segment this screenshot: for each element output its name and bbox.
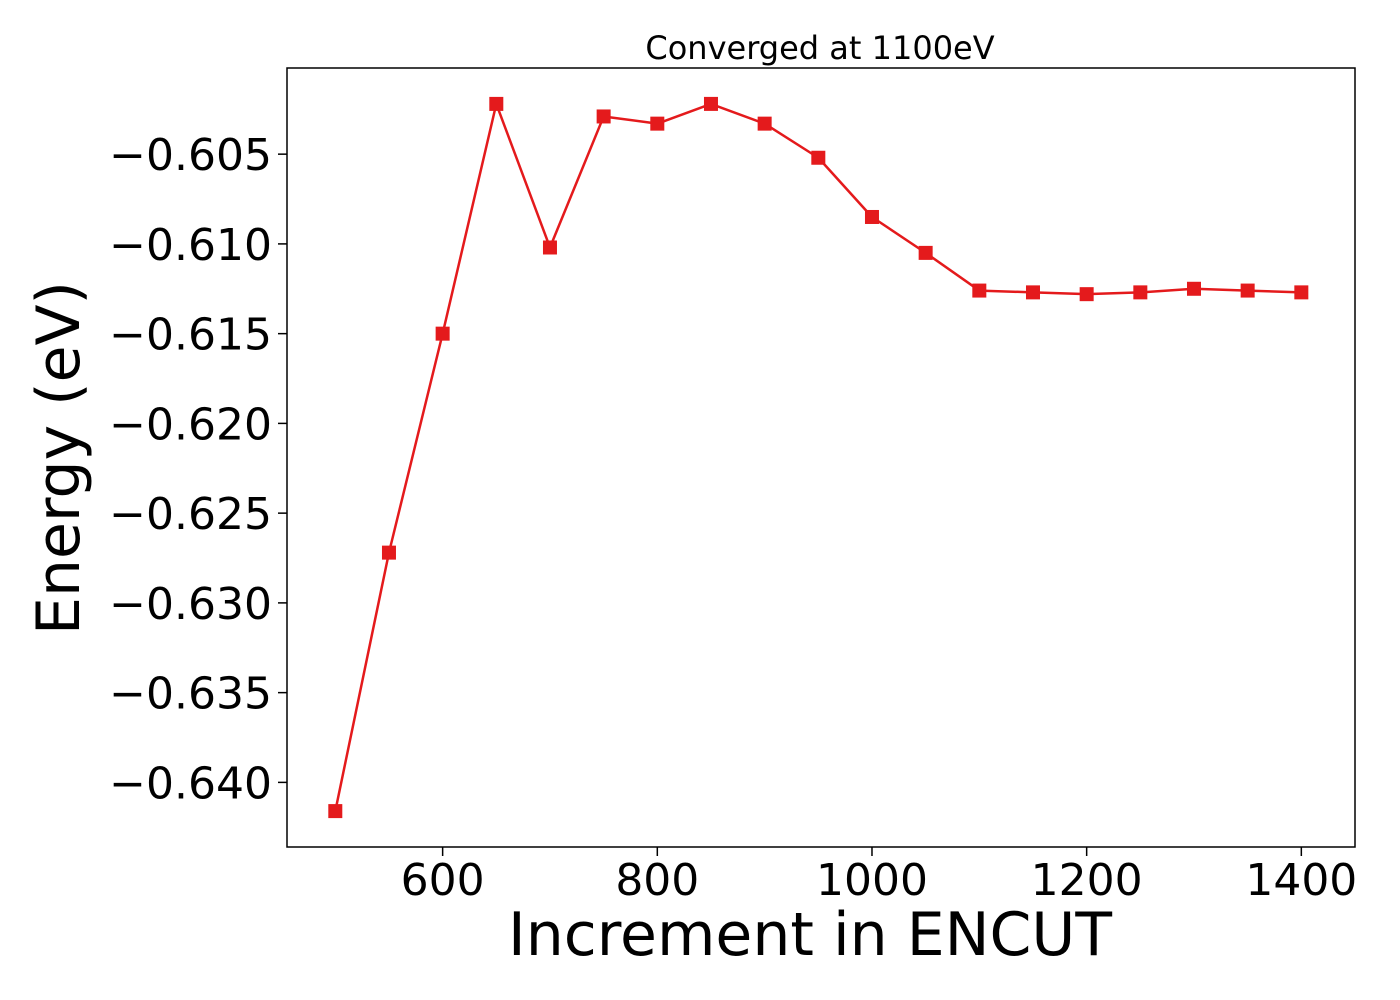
data-point-marker [1079, 287, 1094, 302]
y-tick-label: −0.640 [109, 758, 272, 809]
x-tick-label: 1000 [816, 855, 928, 906]
y-tick-label: −0.620 [109, 399, 272, 450]
data-point-marker [1186, 281, 1201, 296]
data-point-marker [435, 326, 450, 341]
data-point-marker [650, 116, 665, 131]
data-point-marker [1294, 285, 1309, 300]
y-axis-ticks: −0.640 −0.635 −0.630 −0.625 −0.620 −0.615 −0.6… [109, 130, 287, 809]
x-tick-label: 1400 [1245, 855, 1357, 906]
data-point-marker [381, 545, 396, 560]
data-point-marker [1025, 285, 1040, 300]
data-point-marker [972, 283, 987, 298]
x-axis-label: Increment in ENCUT [508, 900, 1112, 970]
data-point-marker [1240, 283, 1255, 298]
data-point-marker [811, 150, 826, 165]
y-axis-label: Energy (eV) [24, 281, 94, 635]
y-tick-label: −0.610 [109, 220, 272, 271]
data-point-marker [596, 109, 611, 124]
y-tick-label: −0.630 [109, 579, 272, 630]
data-point-marker [1133, 285, 1148, 300]
x-tick-label: 1200 [1031, 855, 1143, 906]
data-point-marker [542, 240, 557, 255]
data-point-marker [328, 804, 343, 819]
y-tick-label: −0.635 [109, 669, 272, 720]
data-point-marker [864, 209, 879, 224]
data-point-marker [703, 96, 718, 111]
data-point-marker [489, 96, 504, 111]
series-layer [328, 96, 1309, 819]
plot-frame [286, 67, 1356, 848]
x-tick-label: 800 [615, 855, 699, 906]
x-axis-ticks: 600 800 1000 1200 1400 [401, 847, 1357, 906]
data-point-marker [918, 245, 933, 260]
series-line [334, 102, 1302, 812]
y-tick-label: −0.625 [109, 489, 272, 540]
chart-title: Converged at 1100eV [645, 29, 994, 67]
x-tick-label: 600 [401, 855, 485, 906]
y-tick-label: −0.605 [109, 130, 272, 181]
data-point-marker [757, 116, 772, 131]
y-tick-label: −0.615 [109, 310, 272, 361]
